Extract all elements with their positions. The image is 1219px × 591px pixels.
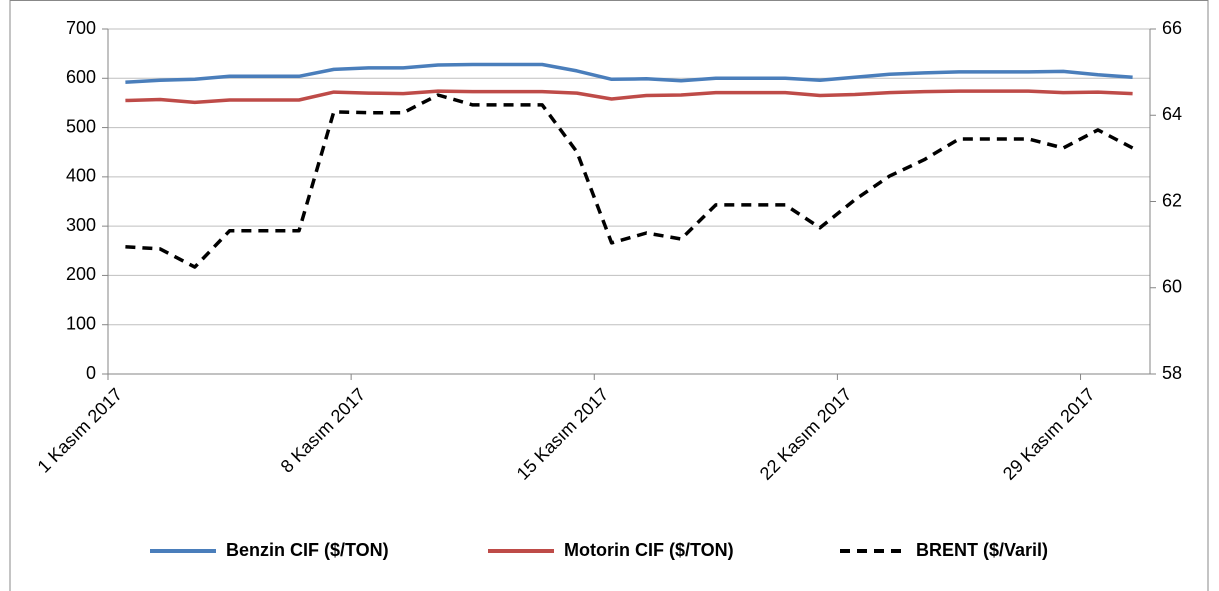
y2-tick-label: 66	[1162, 18, 1182, 38]
y-tick-label: 100	[66, 313, 96, 333]
y-tick-label: 500	[66, 116, 96, 136]
y-tick-label: 200	[66, 264, 96, 284]
y-tick-label: 400	[66, 166, 96, 186]
y-tick-label: 600	[66, 67, 96, 87]
y2-tick-label: 62	[1162, 190, 1182, 210]
series-line	[125, 62, 1133, 84]
legend-label: BRENT ($/Varil)	[916, 540, 1048, 560]
y-tick-label: 300	[66, 215, 96, 235]
series-line	[125, 89, 1133, 105]
legend-label: Benzin CIF ($/TON)	[226, 540, 389, 560]
y2-tick-label: 64	[1162, 104, 1182, 124]
y2-tick-label: 58	[1162, 363, 1182, 383]
y-tick-label: 700	[66, 18, 96, 38]
chart-border	[9, 0, 1209, 591]
series-line	[125, 93, 1134, 269]
y2-tick-label: 60	[1162, 277, 1182, 297]
y-tick-label: 0	[86, 363, 96, 383]
legend-label: Motorin CIF ($/TON)	[564, 540, 734, 560]
